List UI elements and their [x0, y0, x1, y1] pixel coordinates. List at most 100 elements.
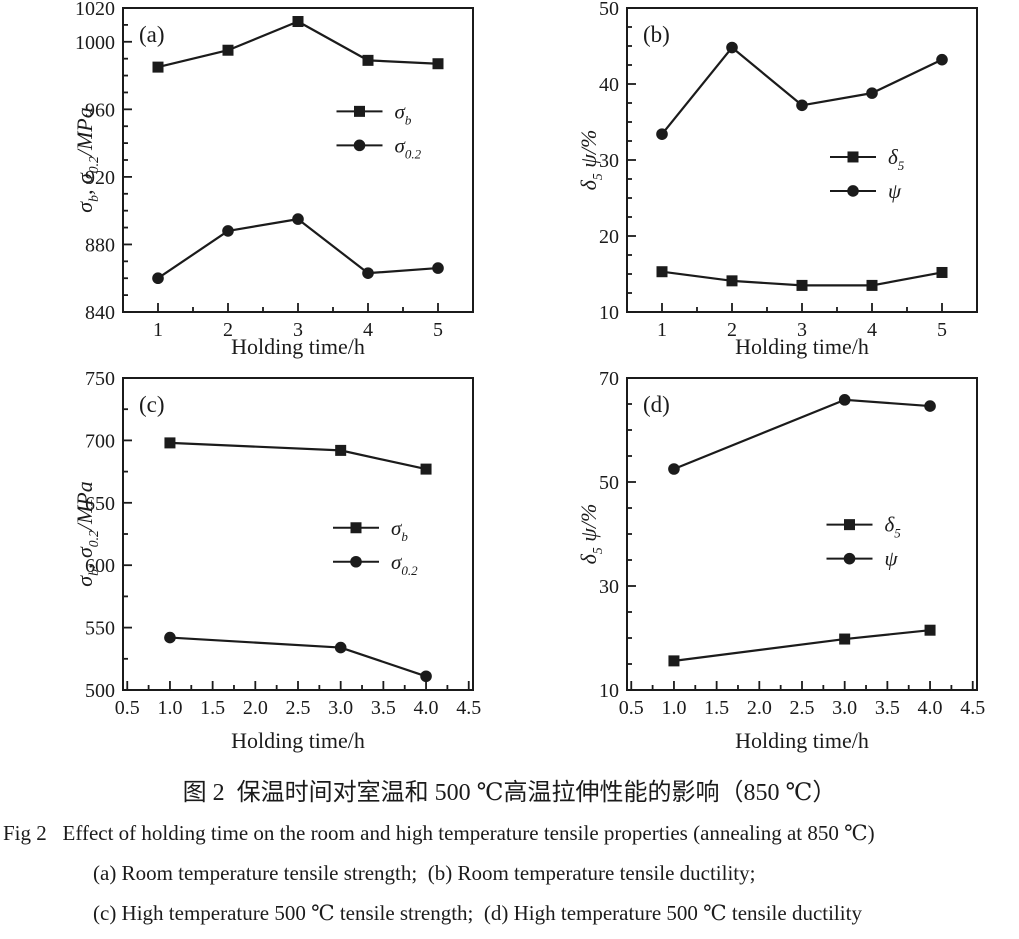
legend: σb σ0.2	[333, 516, 418, 578]
axis-ticks	[627, 7, 943, 313]
y-tick-label: 70	[599, 368, 619, 390]
series-line	[673, 398, 931, 471]
y-tick-label: 700	[85, 430, 115, 452]
y-tick-label: 30	[599, 150, 619, 172]
panel-label: (d)	[643, 392, 670, 417]
data-point	[152, 272, 164, 285]
data-point	[335, 444, 347, 456]
legend-marker	[350, 555, 362, 568]
caption-subitems-ab: (a) Room temperature tensile strength; (…	[93, 861, 756, 885]
y-tick-label: 10	[599, 302, 619, 324]
data-point	[726, 41, 738, 54]
legend: δ5 ψ	[830, 145, 905, 203]
x-tick-label: 0.5	[115, 697, 140, 719]
x-tick-label: 2.0	[747, 697, 772, 719]
panel-label: (b)	[643, 22, 670, 47]
legend-label: σ0.2	[391, 550, 418, 578]
x-tick-label: 0.5	[619, 697, 644, 719]
x-tick-label: 1.5	[200, 697, 225, 719]
series-line	[673, 629, 931, 662]
data-point	[924, 400, 936, 412]
legend-marker	[354, 105, 365, 117]
x-tick-label: 1.5	[704, 697, 729, 719]
axis-ticks	[627, 377, 974, 691]
x-tick-label: 3.5	[875, 697, 900, 719]
data-point	[924, 624, 936, 636]
data-series-circle	[164, 631, 432, 683]
data-point	[292, 213, 304, 225]
data-point	[668, 655, 680, 667]
data-series-circle	[152, 213, 444, 285]
x-tick-label: 3.0	[832, 697, 857, 719]
data-point	[222, 44, 234, 56]
panel-label: (a)	[139, 22, 165, 47]
y-tick-label: 1000	[75, 32, 115, 54]
data-series-square	[656, 266, 948, 291]
x-tick-label: 4.5	[960, 697, 985, 719]
legend-marker	[843, 552, 856, 565]
plot-frame	[626, 377, 978, 691]
y-tick-label: 30	[599, 576, 619, 598]
series-line	[169, 636, 427, 678]
x-tick-label: 3	[797, 319, 807, 341]
x-tick-label: 2.0	[243, 697, 268, 719]
legend-label: ψ	[888, 179, 902, 203]
y-tick-label: 750	[85, 368, 115, 390]
x-tick-label: 5	[433, 319, 443, 341]
data-point	[420, 463, 432, 475]
data-point	[432, 58, 444, 70]
tick-labels: 0.5 1.0 1.5 2.0 2.5 3.0 3.5 4.0 4.5 500 550 600 650 7…	[85, 368, 481, 719]
data-point	[222, 225, 234, 237]
axis-ticks	[123, 7, 439, 313]
x-tick-label: 3.5	[371, 697, 396, 719]
data-point	[838, 394, 851, 406]
y-tick-label: 650	[85, 493, 115, 515]
data-series-square	[152, 16, 444, 73]
data-point	[726, 275, 738, 287]
y-tick-label: 10	[599, 680, 619, 702]
x-tick-label: 5	[937, 319, 947, 341]
data-point	[936, 53, 948, 66]
x-tick-label: 2	[223, 319, 233, 341]
legend-label: ψ	[885, 547, 899, 571]
y-tick-label: 600	[85, 555, 115, 577]
data-point	[796, 279, 808, 291]
x-tick-label: 2.5	[790, 697, 815, 719]
data-point	[866, 87, 878, 99]
chart-a-room-temp-strength: 1 2 3 4 5 840 880 920 960 1000 1020 (a) σb σ0.2 Holdin…	[8, 0, 513, 367]
legend-label: σb	[395, 99, 412, 127]
series-line	[157, 218, 439, 280]
y-axis-label: σb, σ0.2/MPa	[72, 481, 101, 586]
chart-a-svg: 1 2 3 4 5 840 880 920 960 1000 1020 (a) σb σ0.2 Holdin…	[72, 0, 474, 359]
data-point	[668, 463, 680, 475]
y-tick-label: 50	[599, 0, 619, 20]
data-point	[796, 99, 808, 112]
panel-label: (c)	[139, 392, 165, 417]
chart-c-high-temp-strength: 0.5 1.0 1.5 2.0 2.5 3.0 3.5 4.0 4.5 500 550 600 650 7…	[8, 368, 513, 761]
x-tick-label: 2	[727, 319, 737, 341]
legend: σb σ0.2	[336, 99, 422, 161]
data-point	[164, 437, 176, 449]
x-axis-label: Holding time/h	[231, 728, 365, 753]
tick-labels: 0.5 1.0 1.5 2.0 2.5 3.0 3.5 4.0 4.5 10 30 50 70	[599, 368, 985, 719]
legend-marker	[350, 522, 362, 534]
series-line	[169, 441, 427, 471]
caption-chinese: 图 2 保温时间对室温和 500 ℃高温拉伸性能的影响（850 ℃）	[182, 780, 837, 806]
legend-marker	[847, 185, 859, 197]
x-tick-label: 1.0	[157, 697, 182, 719]
y-tick-label: 840	[85, 302, 115, 324]
y-tick-label: 960	[85, 99, 115, 121]
axis-ticks	[123, 377, 470, 691]
x-tick-label: 4.0	[918, 697, 943, 719]
chart-d-svg: 0.5 1.0 1.5 2.0 2.5 3.0 3.5 4.0 4.5 10 30 50 70 (d) δ5…	[576, 368, 985, 753]
caption-english: Fig 2 Effect of holding time on the room…	[3, 821, 875, 845]
y-tick-label: 880	[85, 234, 115, 256]
data-series-square	[164, 437, 432, 475]
tick-labels: 1 2 3 4 5 840 880 920 960 1000 1020	[75, 0, 443, 341]
data-point	[656, 128, 668, 140]
series-line	[661, 46, 943, 135]
x-tick-label: 1.0	[661, 697, 686, 719]
x-tick-label: 4.0	[414, 697, 439, 719]
legend-marker	[847, 151, 859, 163]
legend: δ5 ψ	[826, 513, 901, 571]
